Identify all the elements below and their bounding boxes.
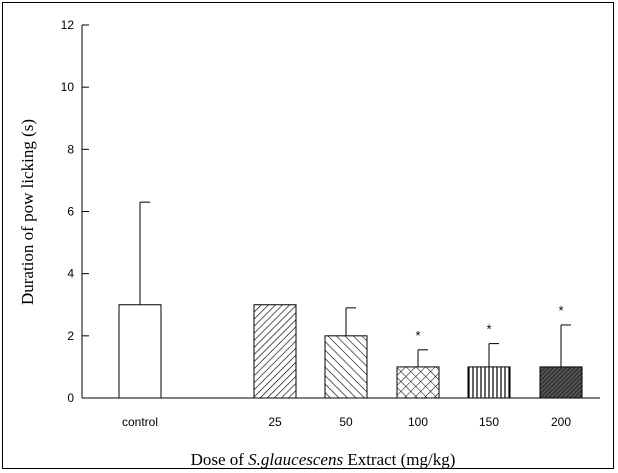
x-tick-label: 25	[268, 415, 282, 429]
x-axis-label-suffix: Extract (mg/kg)	[343, 450, 455, 469]
bar	[539, 366, 583, 399]
y-axis: 0 2 4 6 8 10 12	[61, 18, 89, 405]
x-tick-label: 200	[551, 415, 571, 429]
x-axis-label-species: S.glaucescens	[248, 450, 343, 469]
x-tick-label: 150	[479, 415, 499, 429]
y-tick-label: 2	[67, 329, 74, 343]
y-axis-label: Duration of pow licking (s)	[18, 119, 37, 305]
chart-frame	[2, 2, 614, 469]
significance-marker: *	[415, 328, 420, 343]
x-tick-label: control	[122, 415, 158, 429]
bar	[324, 335, 368, 399]
x-axis-label-prefix: Dose of	[191, 450, 249, 469]
bar	[467, 366, 511, 399]
bar	[253, 304, 297, 399]
x-tick-label: 100	[408, 415, 428, 429]
x-axis-label: Dose of S.glaucescens Extract (mg/kg)	[191, 450, 456, 469]
y-tick-label: 0	[67, 391, 74, 405]
x-tick-label: 50	[339, 415, 353, 429]
bar	[396, 366, 440, 399]
y-tick-label: 8	[67, 142, 74, 156]
significance-marker: *	[558, 303, 563, 318]
y-tick-label: 10	[61, 80, 75, 94]
bars: * * *	[118, 201, 583, 399]
x-axis: control 25 50 100 150 200	[82, 397, 600, 429]
y-tick-label: 6	[67, 205, 74, 219]
significance-marker: *	[486, 322, 491, 337]
y-tick-label: 4	[67, 267, 74, 281]
bar	[118, 304, 162, 399]
y-tick-label: 12	[61, 18, 75, 32]
